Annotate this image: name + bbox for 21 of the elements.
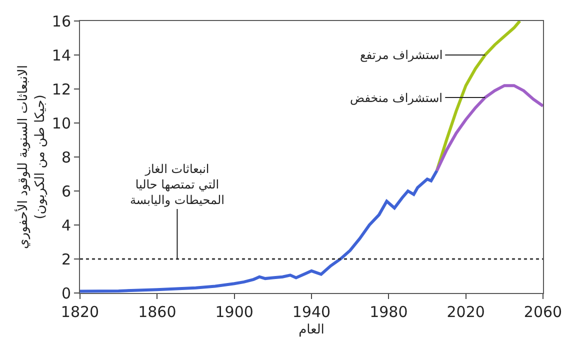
x-tick-label: 2020 — [446, 303, 485, 321]
y-tick-label: 0 — [61, 284, 71, 302]
y-tick-label: 6 — [61, 182, 71, 200]
y-axis-title: الانبعاثات السنوية للوقود الأحفوري (جيكا طن من الكربون) — [14, 65, 48, 249]
y-tick-label: 4 — [61, 216, 71, 234]
y-tick-label: 12 — [52, 80, 71, 98]
y-tick-label: 8 — [61, 148, 71, 166]
x-tick-label: 1820 — [60, 303, 100, 321]
y-tick-label: 16 — [52, 12, 71, 30]
ref-line-label: انبعاثات الغاز التي تمتصها حاليا المحيطات واليابسة — [130, 162, 224, 208]
annotation: استشراف منخفض — [350, 91, 442, 105]
y-tick-label: 2 — [61, 250, 71, 268]
x-axis-title: العام — [298, 322, 324, 338]
y-tick-label: 14 — [52, 46, 71, 64]
x-tick-label: 1940 — [292, 303, 331, 321]
x-tick-label: 1980 — [370, 303, 408, 321]
x-tick-label: 1860 — [138, 303, 176, 321]
x-tick-label: 1900 — [215, 303, 254, 321]
annotation: استشراف مرتفع — [360, 48, 443, 62]
y-tick-label: 10 — [52, 114, 71, 132]
x-tick-label: 2060 — [524, 303, 562, 321]
